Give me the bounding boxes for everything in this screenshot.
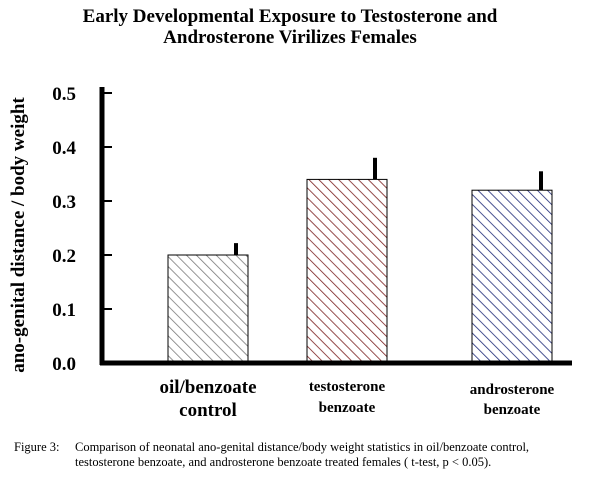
x-label-1-line-1: oil/benzoate	[159, 377, 256, 398]
y-tick-label-4: 0.4	[52, 138, 76, 159]
bar-3	[471, 189, 553, 364]
chart-title: Early Developmental Exposure to Testoste…	[40, 6, 540, 48]
y-axis-label: ano-genital distance / body weight	[8, 97, 29, 373]
x-label-3-line-1: androsterone	[470, 382, 555, 398]
x-label-2-line-1: testosterone	[309, 379, 386, 395]
y-tick-label-3: 0.3	[52, 192, 76, 213]
y-ticks-layer: 0.0 0.1 0.2 0.3 0.4 0.5	[52, 84, 112, 375]
y-tick-label-5: 0.5	[52, 84, 76, 105]
error-bars-layer	[234, 157, 543, 255]
caption-label: Figure 3:	[14, 440, 60, 454]
bars-layer	[167, 178, 553, 364]
y-tick-label-1: 0.1	[52, 300, 76, 321]
bar-2	[306, 178, 388, 364]
x-label-2-line-2: benzoate	[319, 400, 376, 416]
chart-title-line-1: Early Developmental Exposure to Testoste…	[82, 6, 498, 27]
axes-layer	[99, 87, 572, 366]
x-label-3-line-2: benzoate	[484, 402, 541, 418]
bar-1	[167, 254, 249, 364]
figure-caption: Figure 3: Comparison of neonatal ano-gen…	[14, 440, 582, 470]
chart-title-line-2: Androsterone Virilizes Females	[163, 27, 417, 48]
caption-text: Comparison of neonatal ano-genital dista…	[75, 440, 530, 469]
x-label-1-line-2: control	[179, 400, 237, 421]
y-tick-label-2: 0.2	[52, 246, 76, 267]
y-tick-label-0: 0.0	[52, 354, 76, 375]
